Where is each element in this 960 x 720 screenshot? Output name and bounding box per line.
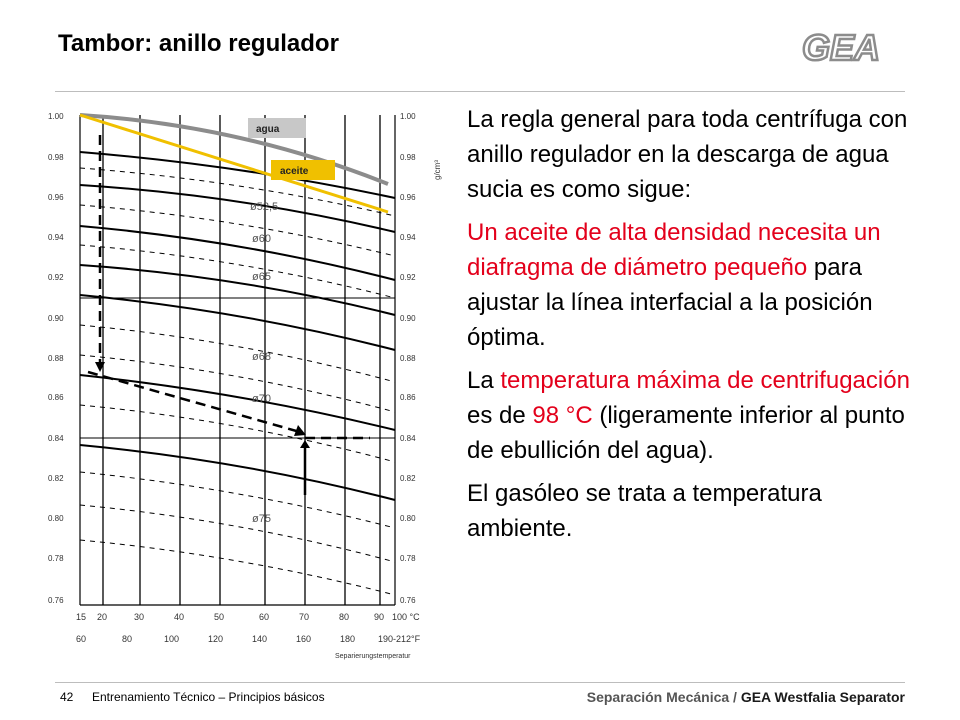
svg-text:0.80: 0.80 — [48, 514, 64, 523]
svg-text:160: 160 — [296, 634, 311, 644]
temp-text-b: es de — [467, 402, 533, 429]
svg-text:0.98: 0.98 — [400, 153, 416, 162]
content-text: La regla general para toda centrífuga co… — [467, 102, 922, 554]
svg-text:0.86: 0.86 — [48, 393, 64, 402]
svg-text:0.78: 0.78 — [48, 554, 64, 563]
temp-highlight: temperatura máxima de centrifugación — [500, 367, 910, 394]
temp-value: 98 °C — [532, 402, 593, 429]
svg-text:180: 180 — [340, 634, 355, 644]
svg-text:0.92: 0.92 — [400, 273, 416, 282]
svg-text:0.90: 0.90 — [48, 314, 64, 323]
svg-text:0.84: 0.84 — [400, 434, 416, 443]
aceite-label-box — [271, 160, 335, 180]
footer-right: Separación Mecánica / GEA Westfalia Sepa… — [587, 689, 905, 705]
svg-text:0.88: 0.88 — [48, 354, 64, 363]
aceite-label: aceite — [280, 166, 309, 177]
svg-text:0.96: 0.96 — [48, 193, 64, 202]
svg-text:30: 30 — [134, 612, 144, 622]
paragraph-temperature: La temperatura máxima de centrifugación … — [467, 363, 922, 468]
svg-text:ø75: ø75 — [252, 513, 271, 525]
svg-text:0.90: 0.90 — [400, 314, 416, 323]
density-highlight: Un aceite de alta densidad necesita un d… — [467, 219, 881, 281]
agua-curve — [79, 113, 389, 186]
svg-text:0.82: 0.82 — [400, 474, 416, 483]
dashed-curves — [79, 167, 396, 596]
svg-text:100: 100 — [164, 634, 179, 644]
agua-label-box — [248, 118, 306, 138]
footer-divider — [55, 682, 905, 683]
diaphragm-curves — [79, 151, 396, 501]
footer-brand: GEA Westfalia Separator — [740, 689, 905, 705]
svg-text:ø68: ø68 — [252, 351, 271, 363]
svg-text:ø70: ø70 — [252, 393, 271, 405]
svg-text:190-212°F: 190-212°F — [378, 634, 421, 644]
svg-text:0.94: 0.94 — [48, 233, 64, 242]
svg-text:0.86: 0.86 — [400, 393, 416, 402]
svg-text:1.00: 1.00 — [48, 112, 64, 121]
y-ticks-left: 1.00 0.98 0.96 0.94 0.92 0.90 0.88 0.86 … — [48, 112, 64, 605]
svg-text:GEA: GEA — [802, 28, 880, 66]
page-title: Tambor: anillo regulador — [58, 30, 339, 57]
svg-text:0.76: 0.76 — [48, 596, 64, 605]
x-ticks-fahrenheit: 60 80 100 120 140 160 180 190-212°F — [76, 634, 421, 644]
density-chart: 1.00 0.98 0.96 0.94 0.92 0.90 0.88 0.86 … — [48, 112, 442, 660]
svg-text:60: 60 — [76, 634, 86, 644]
svg-text:50: 50 — [214, 612, 224, 622]
svg-text:0.98: 0.98 — [48, 153, 64, 162]
x-axis-label: Separierungstemperatur — [335, 653, 411, 660]
svg-text:60: 60 — [259, 612, 269, 622]
reference-lines — [80, 297, 395, 439]
svg-text:20: 20 — [97, 612, 107, 622]
svg-text:0.94: 0.94 — [400, 233, 416, 242]
svg-text:0.92: 0.92 — [48, 273, 64, 282]
x-ticks-celsius: 15 20 30 40 50 60 70 80 90 100 °C — [76, 612, 420, 622]
svg-text:ø52,5: ø52,5 — [250, 201, 278, 213]
svg-text:80: 80 — [339, 612, 349, 622]
footer-section: Separación Mecánica / — [586, 689, 741, 705]
svg-text:0.96: 0.96 — [400, 193, 416, 202]
svg-text:0.76: 0.76 — [400, 596, 416, 605]
arrow-heads — [95, 362, 310, 448]
course-name: Entrenamiento Técnico – Principios básic… — [92, 690, 325, 704]
svg-text:80: 80 — [122, 634, 132, 644]
aceite-line — [79, 113, 389, 214]
y-axis-label: g/cm³ — [433, 160, 442, 180]
svg-text:140: 140 — [252, 634, 267, 644]
temp-text-a: La — [467, 367, 501, 394]
gea-logo: GEA — [801, 28, 882, 66]
svg-text:0.88: 0.88 — [400, 354, 416, 363]
svg-text:ø60: ø60 — [252, 233, 271, 245]
svg-text:120: 120 — [208, 634, 223, 644]
paragraph-gasoil: El gasóleo se trata a temperatura ambien… — [467, 480, 822, 542]
svg-text:0.78: 0.78 — [400, 554, 416, 563]
example-path — [87, 135, 370, 495]
svg-text:1.00: 1.00 — [400, 112, 416, 121]
svg-text:15: 15 — [76, 612, 86, 622]
temp-text-c: (ligeramente inferior al punto de ebulli… — [467, 402, 905, 464]
svg-text:90: 90 — [374, 612, 384, 622]
svg-text:40: 40 — [174, 612, 184, 622]
svg-text:0.84: 0.84 — [48, 434, 64, 443]
svg-text:0.80: 0.80 — [400, 514, 416, 523]
paragraph-density: Un aceite de alta densidad necesita un d… — [467, 215, 922, 355]
agua-label: agua — [256, 124, 280, 135]
diaphragm-labels: ø52,5 ø60 ø65 ø68 ø70 ø75 — [250, 201, 278, 525]
footer-left: 42 Entrenamiento Técnico – Principios bás… — [60, 690, 325, 704]
page-number: 42 — [60, 690, 74, 704]
vertical-gridlines — [102, 115, 381, 605]
paragraph-rule: La regla general para toda centrífuga co… — [467, 106, 908, 203]
svg-text:70: 70 — [299, 612, 309, 622]
y-ticks-right: 1.00 0.98 0.96 0.94 0.92 0.90 0.88 0.86 … — [400, 112, 416, 605]
svg-text:ø65: ø65 — [252, 271, 271, 283]
header-divider — [55, 91, 905, 92]
density-rest: para ajustar la línea interfacial a la p… — [467, 254, 873, 351]
svg-text:0.82: 0.82 — [48, 474, 64, 483]
svg-text:100 °C: 100 °C — [392, 612, 420, 622]
